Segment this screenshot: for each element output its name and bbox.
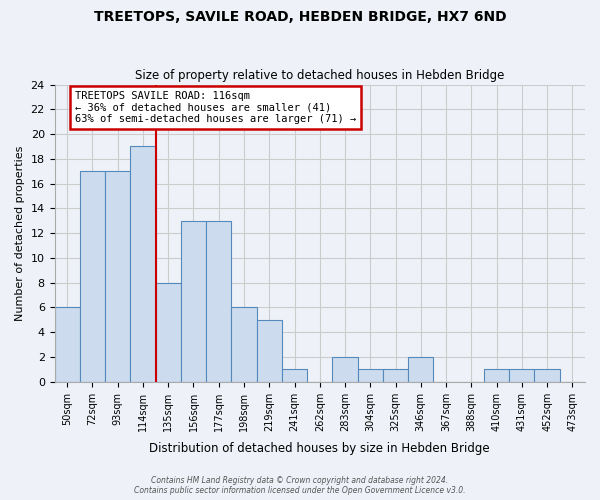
Bar	[130, 146, 155, 382]
Bar	[332, 357, 358, 382]
Bar	[181, 221, 206, 382]
Bar	[105, 171, 130, 382]
X-axis label: Distribution of detached houses by size in Hebden Bridge: Distribution of detached houses by size …	[149, 442, 490, 455]
Text: TREETOPS, SAVILE ROAD, HEBDEN BRIDGE, HX7 6ND: TREETOPS, SAVILE ROAD, HEBDEN BRIDGE, HX…	[94, 10, 506, 24]
Y-axis label: Number of detached properties: Number of detached properties	[15, 146, 25, 321]
Bar	[358, 370, 383, 382]
Bar	[535, 370, 560, 382]
Bar	[509, 370, 535, 382]
Bar	[206, 221, 232, 382]
Bar	[282, 370, 307, 382]
Bar	[383, 370, 408, 382]
Text: Contains HM Land Registry data © Crown copyright and database right 2024.
Contai: Contains HM Land Registry data © Crown c…	[134, 476, 466, 495]
Title: Size of property relative to detached houses in Hebden Bridge: Size of property relative to detached ho…	[135, 69, 505, 82]
Bar	[484, 370, 509, 382]
Bar	[155, 282, 181, 382]
Bar	[257, 320, 282, 382]
Bar	[232, 308, 257, 382]
Bar	[80, 171, 105, 382]
Bar	[55, 308, 80, 382]
Bar	[408, 357, 433, 382]
Text: TREETOPS SAVILE ROAD: 116sqm
← 36% of detached houses are smaller (41)
63% of se: TREETOPS SAVILE ROAD: 116sqm ← 36% of de…	[75, 90, 356, 124]
